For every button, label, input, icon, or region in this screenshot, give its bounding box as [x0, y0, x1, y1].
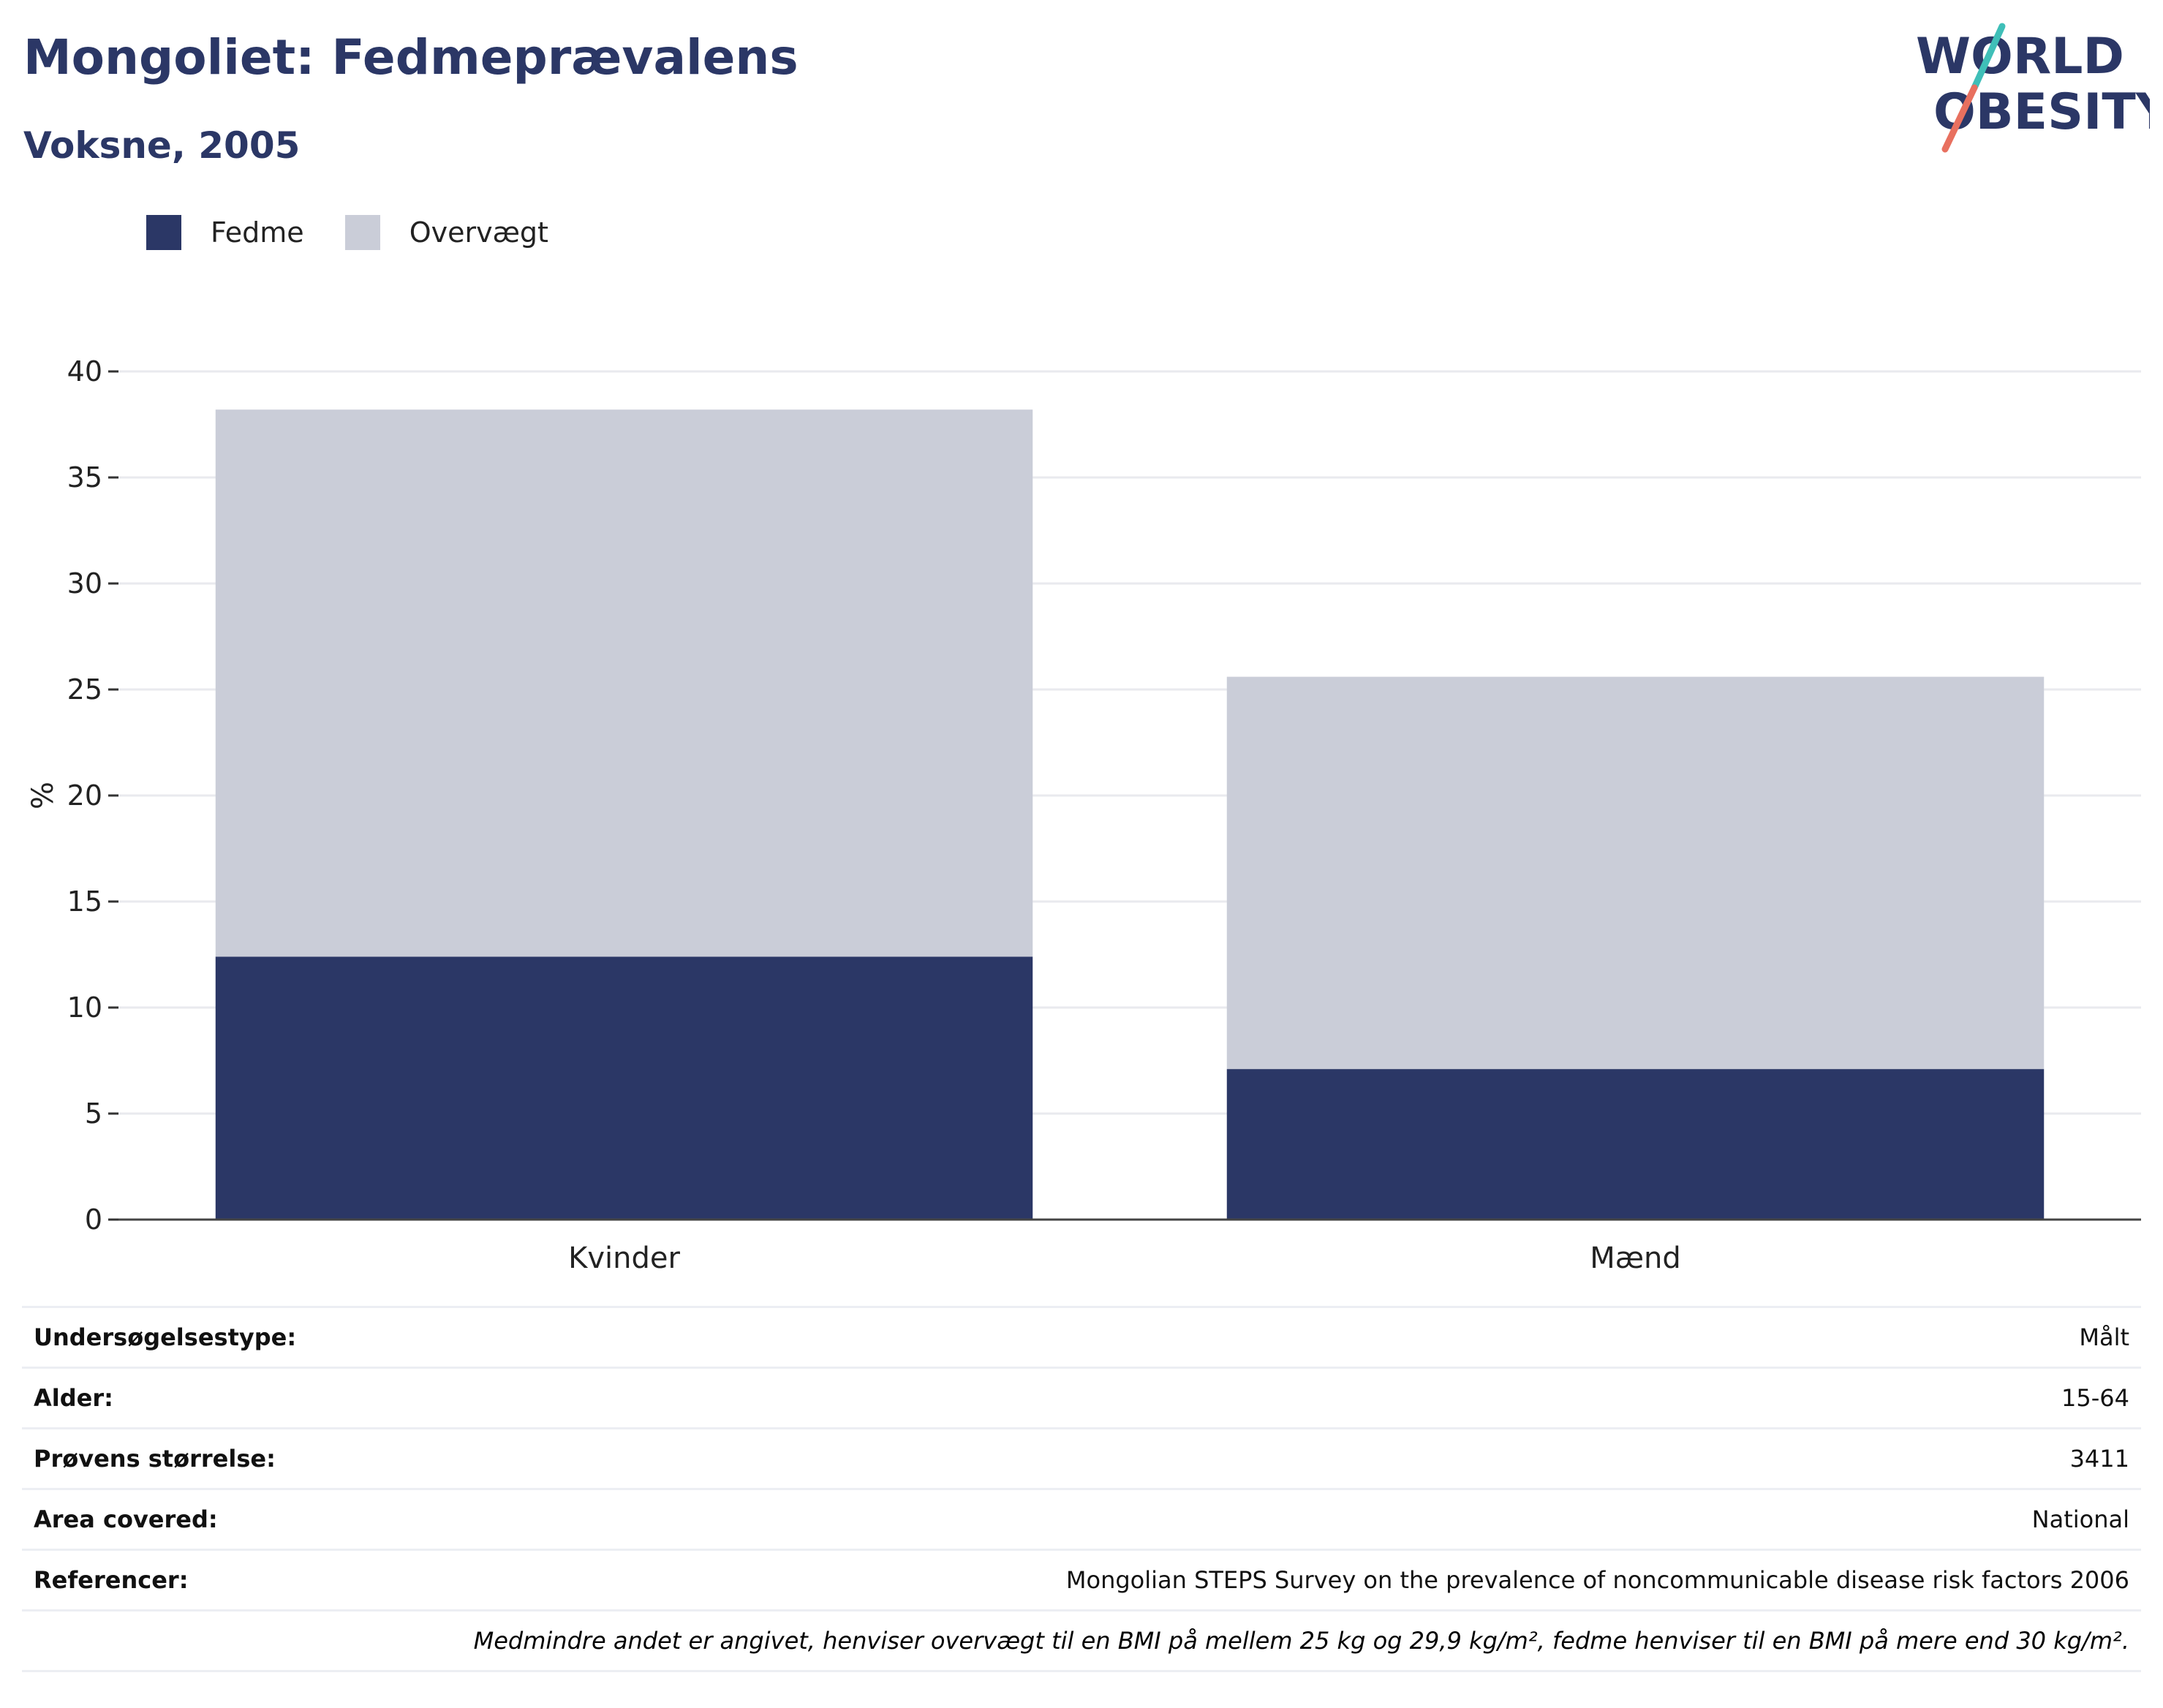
survey-info-table: Undersøgelsestype: Målt Alder: 15-64 Prø…: [22, 1306, 2141, 1672]
legend-label-overvaegt: Overvægt: [409, 216, 548, 249]
chart-legend: Fedme Overvægt: [146, 215, 589, 250]
y-tick-label: 35: [67, 461, 102, 494]
y-tick-label: 25: [67, 673, 102, 706]
y-tick-label: 5: [85, 1097, 102, 1130]
legend-swatch-overvaegt: [344, 215, 380, 250]
logo-slash-coral: [1941, 84, 1978, 153]
info-row-references: Referencer: Mongolian STEPS Survey on th…: [22, 1549, 2141, 1611]
y-tick-label: 15: [67, 885, 102, 918]
bar-fedme-2: [1226, 1069, 2045, 1220]
logo-text-world: WORLD: [1916, 28, 2124, 86]
world-obesity-logo: WORLD OBESITY: [1916, 23, 2150, 153]
bar-fedme-1: [215, 956, 1033, 1220]
y-tick-label: 30: [67, 567, 102, 600]
y-axis-label: %: [26, 782, 60, 809]
info-label: Referencer:: [22, 1549, 464, 1611]
legend-item-fedme[interactable]: Fedme: [146, 215, 304, 250]
info-row-sample-size: Prøvens størrelse: 3411: [22, 1428, 2141, 1490]
chart-subtitle: Voksne, 2005: [23, 124, 301, 167]
x-tick-label: Kvinder: [568, 1242, 680, 1275]
info-row-age: Alder: 15-64: [22, 1367, 2141, 1429]
info-label: Prøvens størrelse:: [22, 1428, 464, 1490]
info-value: 3411: [463, 1428, 2141, 1490]
stacked-bar-chart: 0 5 10 15 20 25 30 35 40% Kvinder Mænd: [26, 355, 2141, 1275]
chart-title: Mongoliet: Fedmeprævalens: [23, 29, 799, 86]
info-row-footnote: Medmindre andet er angivet, henviser ove…: [22, 1610, 2141, 1672]
info-label: Undersøgelsestype:: [22, 1306, 464, 1369]
y-tick-label: 10: [67, 991, 102, 1024]
logo-slash-teal: [1971, 23, 2006, 91]
legend-item-overvaegt[interactable]: Overvægt: [344, 215, 548, 250]
info-value: Mongolian STEPS Survey on the prevalence…: [463, 1549, 2141, 1611]
info-label: Alder:: [22, 1367, 464, 1429]
info-label: Area covered:: [22, 1489, 464, 1551]
info-row-area-covered: Area covered: National: [22, 1489, 2141, 1551]
bar-overvaegt-1: [215, 409, 1033, 957]
x-tick-label: Mænd: [1590, 1242, 1681, 1275]
info-value: National: [463, 1489, 2141, 1551]
legend-label-fedme: Fedme: [211, 216, 304, 249]
footnote-text: Medmindre andet er angivet, henviser ove…: [22, 1610, 2141, 1672]
info-row-survey-type: Undersøgelsestype: Målt: [22, 1306, 2141, 1369]
bar-overvaegt-2: [1226, 676, 2045, 1070]
y-tick-label: 0: [85, 1203, 102, 1236]
y-tick-label: 20: [67, 779, 102, 812]
legend-swatch-fedme: [146, 215, 181, 250]
info-value: Målt: [463, 1306, 2141, 1369]
info-value: 15-64: [463, 1367, 2141, 1429]
y-tick-label: 40: [67, 355, 102, 388]
